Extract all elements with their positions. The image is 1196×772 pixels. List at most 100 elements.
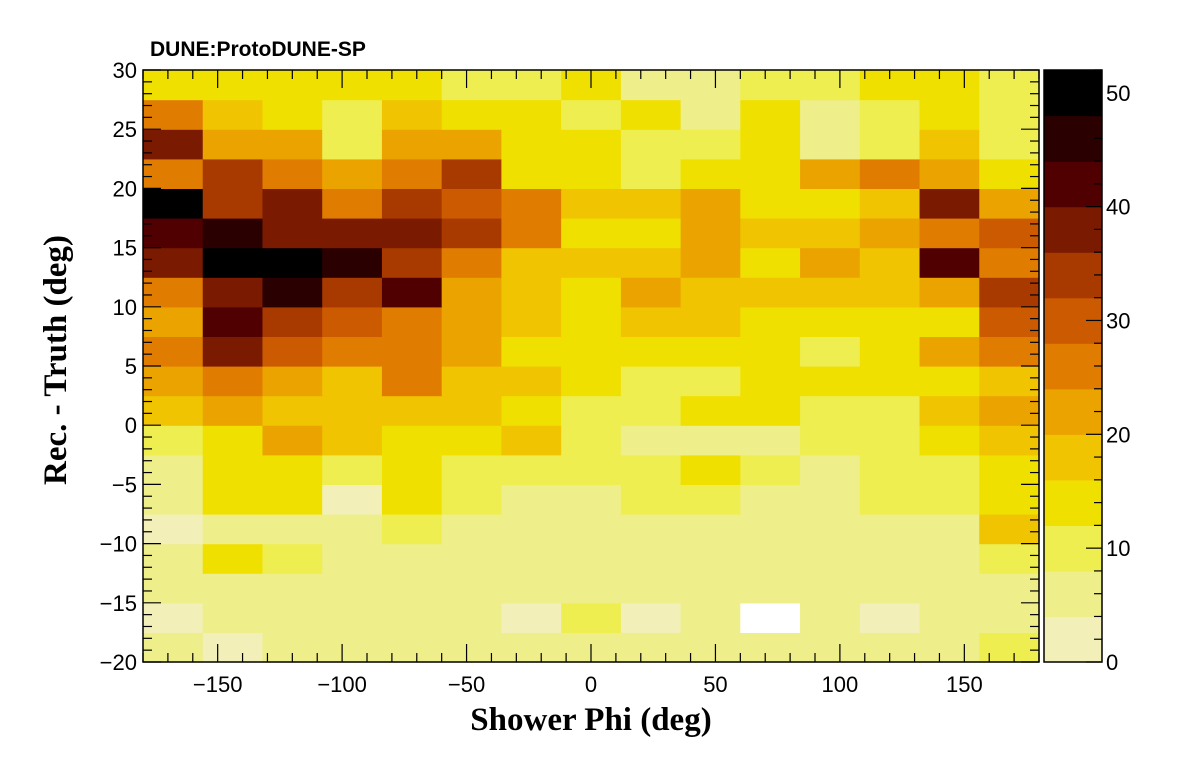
heatmap-cell	[262, 454, 323, 485]
heatmap-cell	[322, 425, 383, 456]
heatmap-cell	[262, 306, 323, 337]
heatmap-cell	[322, 336, 383, 367]
heatmap-cell	[800, 632, 861, 663]
heatmap-cell	[859, 99, 921, 130]
heatmap-cell	[740, 158, 801, 189]
x-tick-label: −100	[317, 672, 367, 697]
heatmap-cell	[441, 366, 502, 397]
heatmap-cell	[322, 99, 383, 130]
heatmap-cell	[859, 484, 921, 515]
heatmap-cell	[979, 306, 1040, 337]
heatmap-cell	[143, 306, 204, 337]
heatmap-cell	[202, 129, 264, 160]
heatmap-cell	[202, 336, 264, 367]
heatmap-cell	[381, 484, 443, 515]
heatmap-cell	[202, 70, 264, 101]
heatmap-cell	[262, 573, 323, 604]
heatmap-cell	[322, 277, 383, 308]
heatmap-cell	[800, 425, 861, 456]
heatmap-cell	[620, 514, 682, 545]
heatmap-cell	[979, 602, 1040, 633]
heatmap-cell	[441, 336, 502, 367]
heatmap-cell	[202, 454, 264, 485]
heatmap-cell	[202, 218, 264, 249]
heatmap-cell	[740, 425, 801, 456]
heatmap-cell	[680, 188, 741, 219]
heatmap-cell	[680, 158, 741, 189]
heatmap-cell	[501, 454, 562, 485]
colorbar-tick-label: 20	[1106, 422, 1130, 447]
heatmap-cell	[501, 129, 562, 160]
heatmap-cell	[800, 514, 861, 545]
heatmap-cell	[859, 602, 921, 633]
heatmap-cell	[441, 573, 502, 604]
colorbar-tick-label: 40	[1106, 195, 1130, 220]
heatmap-cell	[143, 366, 204, 397]
heatmap-cell	[680, 395, 741, 426]
heatmap-cell	[680, 602, 741, 633]
heatmap-cell	[979, 425, 1040, 456]
heatmap-cell	[859, 425, 921, 456]
heatmap-cell	[381, 277, 443, 308]
heatmap-cell	[322, 188, 383, 219]
y-tick-label: −15	[100, 591, 137, 616]
colorbar-tick-label: 50	[1106, 81, 1130, 106]
heatmap-cell	[381, 366, 443, 397]
heatmap-cell	[680, 99, 741, 130]
x-tick-label: 150	[946, 672, 983, 697]
heatmap-cell	[979, 129, 1040, 160]
heatmap-cell	[919, 218, 980, 249]
heatmap-cell	[202, 602, 264, 633]
heatmap-cell	[501, 514, 562, 545]
heatmap-cell	[979, 247, 1040, 278]
heatmap-cell	[680, 277, 741, 308]
heatmap-cell	[262, 366, 323, 397]
heatmap-cell	[561, 454, 622, 485]
heatmap-cell	[680, 632, 741, 663]
heatmap-cell	[202, 514, 264, 545]
heatmap-cell	[561, 395, 622, 426]
colorbar-segment	[1044, 434, 1102, 481]
heatmap-cell	[381, 602, 443, 633]
heatmap-cell	[740, 306, 801, 337]
heatmap-cell	[561, 188, 622, 219]
heatmap-cell	[979, 336, 1040, 367]
chart-title: DUNE:ProtoDUNE-SP	[150, 38, 366, 61]
heatmap-cell	[740, 99, 801, 130]
heatmap-cell	[202, 188, 264, 219]
heatmap-cell	[202, 425, 264, 456]
heatmap-cell	[919, 602, 980, 633]
heatmap-cell	[381, 218, 443, 249]
heatmap-cell	[620, 247, 682, 278]
heatmap-cell	[322, 70, 383, 101]
colorbar-tick-label: 10	[1106, 536, 1130, 561]
x-tick-label: −50	[448, 672, 485, 697]
heatmap-cell	[202, 395, 264, 426]
heatmap-cell	[381, 543, 443, 574]
heatmap-cell	[202, 484, 264, 515]
heatmap-cell	[800, 602, 861, 633]
heatmap-cell	[143, 543, 204, 574]
heatmap-cell	[322, 573, 383, 604]
heatmap-cell	[322, 395, 383, 426]
heatmap-cell	[143, 70, 204, 101]
heatmap-cell	[561, 306, 622, 337]
heatmap-cell	[919, 247, 980, 278]
heatmap-cell	[501, 218, 562, 249]
heatmap-cell	[620, 129, 682, 160]
heatmap-cell	[262, 277, 323, 308]
heatmap-cell	[979, 277, 1040, 308]
tick-labels: −150 −100 −50 0 50 100 150−20−15−10−5051015202…	[100, 58, 1131, 697]
heatmap-cell	[441, 602, 502, 633]
heatmap-cell	[800, 70, 861, 101]
x-tick-label: −150	[193, 672, 243, 697]
colorbar-segment	[1044, 570, 1102, 618]
heatmap-cell	[381, 99, 443, 130]
heatmap-cell	[202, 277, 264, 308]
heatmap-cell	[919, 188, 980, 219]
heatmap-cell	[143, 602, 204, 633]
heatmap-cell	[680, 454, 741, 485]
heatmap-cell	[441, 70, 502, 101]
heatmap-cell	[202, 158, 264, 189]
heatmap-cell	[441, 543, 502, 574]
